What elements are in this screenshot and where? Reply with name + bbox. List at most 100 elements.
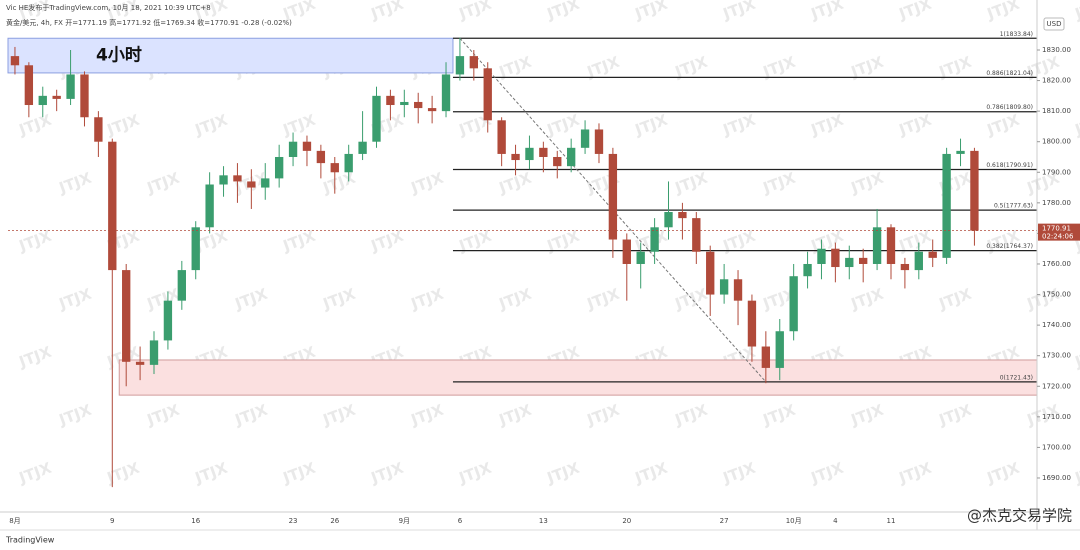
x-tick-label: 9月: [399, 517, 410, 525]
fib-label: 0.5(1777.63): [994, 203, 1033, 210]
fib-label: 0.382(1764.37): [986, 243, 1033, 250]
x-tick-label: 13: [539, 517, 548, 525]
candle-body: [539, 147, 548, 157]
candle-body: [441, 74, 451, 112]
x-tick-label: 8月: [9, 517, 20, 525]
candle-body: [10, 56, 20, 66]
candle-body: [831, 248, 840, 268]
candle-body: [511, 153, 520, 161]
watermark: JTJX: [1072, 343, 1080, 372]
candle-body: [344, 153, 353, 173]
candle-body: [302, 141, 312, 151]
fib-label: 0.786(1809.80): [986, 104, 1033, 111]
candle-body: [747, 300, 757, 347]
y-tick-label: 1790.00: [1042, 168, 1071, 176]
candle-body: [94, 117, 103, 142]
candle-body: [650, 227, 659, 252]
candle-body: [191, 227, 200, 271]
candle-body: [706, 251, 715, 295]
candle-body: [108, 141, 117, 271]
watermark: JTJX: [1072, 459, 1080, 488]
candle-body: [469, 56, 479, 69]
candle-body: [733, 279, 743, 301]
zone-label: 4小时: [96, 46, 142, 66]
y-tick-label: 1750.00: [1042, 291, 1071, 299]
y-tick-label: 1710.00: [1042, 413, 1071, 421]
candle-body: [914, 251, 923, 271]
watermark: JTJX: [1072, 227, 1080, 256]
candle-body: [177, 270, 186, 301]
candle-body: [233, 175, 242, 182]
candle-body: [692, 218, 701, 252]
candle-body: [553, 156, 562, 167]
last-price-label: 1770.91: [1042, 225, 1071, 233]
candle-body: [261, 178, 270, 188]
candle-body: [622, 239, 631, 264]
candle-body: [316, 150, 326, 164]
symbol-line: 黄金/美元, 4h, FX 开=1771.19 高=1771.92 低=1769…: [6, 18, 292, 27]
candle-body: [372, 95, 381, 142]
candle-body: [859, 257, 868, 264]
candle-body: [219, 175, 228, 185]
x-tick-label: 4: [833, 517, 838, 525]
candle-body: [845, 257, 854, 268]
candle-body: [149, 340, 159, 365]
candle-body: [288, 141, 298, 157]
candle-body: [274, 156, 284, 179]
y-tick-label: 1700.00: [1042, 443, 1071, 451]
candle-body: [38, 95, 47, 106]
y-tick-label: 1760.00: [1042, 260, 1071, 268]
y-tick-label: 1830.00: [1042, 46, 1071, 54]
candle-body: [942, 153, 951, 258]
candle-body: [427, 108, 437, 112]
candle-body: [66, 74, 75, 99]
candle-body: [414, 101, 423, 109]
candle-body: [803, 263, 812, 277]
x-tick-label: 9: [110, 517, 114, 525]
currency: USD: [1047, 20, 1062, 28]
candle-body: [636, 251, 645, 264]
footer-brand: TradingView: [5, 536, 55, 545]
candle-body: [928, 251, 937, 258]
candle-body: [24, 65, 34, 106]
currency-box: [1043, 17, 1065, 31]
candle-body: [970, 150, 979, 231]
candle-body: [566, 147, 576, 167]
candle-body: [678, 212, 687, 219]
candle-body: [80, 74, 89, 118]
candle-body: [761, 346, 771, 368]
x-tick-label: 11: [887, 517, 896, 525]
x-tick-label: 23: [289, 517, 298, 525]
candle-body: [455, 56, 465, 75]
fib-label: 0.618(1790.91): [986, 162, 1033, 169]
candle-body: [400, 101, 409, 106]
fib-label: 1(1833.84): [1000, 31, 1033, 38]
candle-body: [483, 68, 492, 121]
fib-label: 0.886(1821.04): [986, 70, 1033, 77]
candle-body: [580, 129, 590, 148]
fib-label: 0(1721.43): [1000, 374, 1033, 381]
x-tick-label: 27: [720, 517, 729, 525]
y-tick-label: 1690.00: [1042, 474, 1071, 482]
watermark: JTJX: [1072, 0, 1080, 23]
watermark: JTJX: [1072, 111, 1080, 140]
candle-body: [52, 95, 61, 99]
candle-body: [900, 263, 910, 271]
x-tick-label: 6: [458, 517, 463, 525]
credit: @杰克交易学院: [967, 507, 1072, 525]
publisher: Vic HE发布于TradingView.com, 10月 18, 2021 1…: [6, 3, 211, 12]
countdown: 02:24:06: [1042, 233, 1074, 241]
y-tick-label: 1720.00: [1042, 382, 1071, 390]
candle-body: [163, 300, 173, 341]
y-tick-label: 1800.00: [1042, 138, 1071, 146]
y-tick-label: 1820.00: [1042, 77, 1071, 85]
x-tick-label: 16: [191, 517, 200, 525]
x-tick-label: 26: [330, 517, 339, 525]
candle-body: [719, 279, 729, 295]
candle-body: [956, 150, 965, 154]
y-tick-label: 1730.00: [1042, 352, 1071, 360]
candle-body: [886, 227, 896, 264]
y-tick-label: 1780.00: [1042, 199, 1071, 207]
candle-body: [330, 163, 339, 173]
candle-body: [247, 181, 256, 188]
